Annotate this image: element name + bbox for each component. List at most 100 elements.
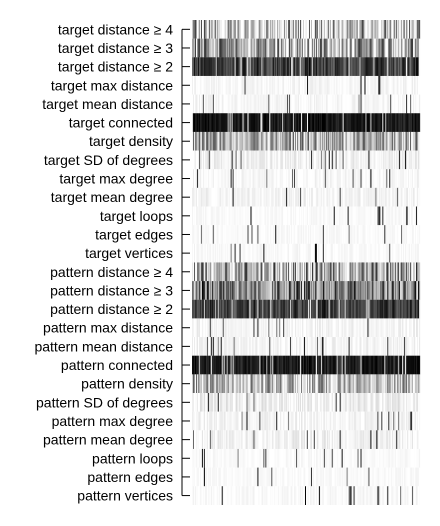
heatmap-cell — [404, 20, 406, 39]
heatmap-cell — [402, 393, 404, 412]
heatmap-cell — [399, 57, 401, 77]
heatmap-cell — [353, 243, 355, 263]
heatmap-cell — [338, 94, 340, 114]
heatmap-cell — [237, 355, 239, 375]
heatmap-cell — [277, 393, 279, 412]
heatmap-cell — [410, 131, 412, 151]
heatmap-cell — [386, 113, 388, 132]
heatmap-cell — [249, 281, 251, 300]
heatmap-cell — [377, 225, 379, 244]
heatmap-cell — [325, 411, 327, 431]
heatmap-cell — [395, 75, 397, 95]
heatmap-cell — [388, 281, 390, 300]
heatmap-cell — [330, 243, 332, 263]
heatmap-cell — [237, 281, 239, 300]
heatmap-cell — [331, 355, 333, 375]
heatmap-cell — [403, 187, 405, 207]
heatmap-cell — [204, 169, 207, 188]
heatmap-cell — [341, 374, 343, 394]
heatmap-cell — [381, 243, 383, 263]
heatmap-cell — [350, 169, 352, 188]
heatmap-cell — [244, 206, 246, 226]
heatmap-cell — [355, 20, 357, 39]
heatmap-cell — [377, 262, 379, 282]
heatmap-cell — [331, 75, 333, 95]
heatmap-cell — [343, 243, 345, 263]
heatmap-cell — [238, 113, 240, 132]
heatmap-cell — [419, 38, 421, 58]
heatmap-cell — [378, 169, 380, 188]
heatmap-cell — [235, 411, 237, 431]
heatmap-cell — [287, 187, 289, 207]
heatmap-cell — [354, 243, 356, 263]
heatmap-cell — [299, 38, 301, 58]
heatmap-cell — [317, 355, 320, 375]
heatmap-cell — [320, 281, 323, 300]
heatmap-cell — [367, 243, 369, 263]
heatmap-cell — [224, 20, 226, 39]
heatmap-cell — [211, 57, 213, 77]
heatmap-cell — [342, 131, 344, 151]
heatmap-cell — [339, 131, 341, 151]
heatmap-cell — [211, 355, 213, 375]
heatmap-cell — [306, 299, 309, 319]
heatmap-cell — [328, 281, 330, 300]
heatmap-cell — [272, 187, 274, 207]
heatmap-cell — [244, 393, 246, 412]
heatmap-cell — [197, 299, 200, 319]
heatmap-cell — [371, 150, 373, 170]
heatmap-cell — [210, 131, 212, 151]
heatmap-cell — [329, 225, 331, 244]
heatmap-cell — [276, 113, 278, 132]
heatmap-cell — [266, 113, 268, 132]
heatmap-row — [192, 131, 421, 151]
heatmap-cell — [267, 113, 269, 132]
heatmap-cell — [306, 131, 308, 151]
heatmap-cell — [384, 169, 386, 188]
heatmap-cell — [227, 262, 229, 282]
heatmap-cell — [223, 38, 225, 58]
heatmap-cell — [267, 393, 269, 412]
heatmap-cell — [219, 299, 221, 319]
heatmap-cell — [192, 20, 194, 39]
heatmap-cell — [198, 206, 201, 226]
heatmap-cell — [282, 299, 284, 319]
heatmap-cell — [242, 20, 244, 39]
heatmap-cell — [261, 243, 263, 263]
heatmap-cell — [347, 113, 349, 132]
heatmap-cell — [197, 374, 200, 394]
heatmap-cell — [345, 187, 347, 207]
heatmap-cell — [312, 318, 315, 338]
heatmap-cell — [295, 411, 297, 431]
heatmap-cell — [412, 169, 414, 188]
heatmap-cell — [327, 113, 329, 132]
heatmap-cell — [363, 169, 365, 188]
heatmap-cell — [341, 94, 343, 114]
heatmap-cell — [356, 94, 358, 114]
heatmap-cell — [341, 206, 343, 226]
heatmap-cell — [355, 225, 357, 244]
heatmap-cell — [200, 393, 203, 412]
heatmap-cell — [338, 355, 340, 375]
heatmap-cell — [197, 411, 200, 431]
heatmap-cell — [250, 169, 252, 188]
heatmap-cell — [336, 355, 338, 375]
heatmap-cell — [299, 393, 301, 412]
heatmap-cell — [223, 225, 225, 244]
heatmap-cell — [277, 243, 279, 263]
heatmap-cell — [359, 299, 361, 319]
heatmap-cell — [206, 113, 209, 132]
heatmap-cell — [194, 355, 197, 375]
heatmap-cell — [200, 299, 203, 319]
heatmap-cell — [380, 169, 382, 188]
heatmap-cell — [311, 318, 314, 338]
heatmap-cell — [197, 57, 200, 77]
heatmap-cell — [334, 374, 336, 394]
heatmap-cell — [274, 20, 276, 39]
heatmap-cell — [229, 150, 231, 170]
heatmap-cell — [235, 169, 237, 188]
heatmap-cell — [360, 94, 362, 114]
heatmap-cell — [260, 20, 262, 39]
heatmap-cell — [298, 318, 300, 338]
heatmap-cell — [268, 20, 270, 39]
